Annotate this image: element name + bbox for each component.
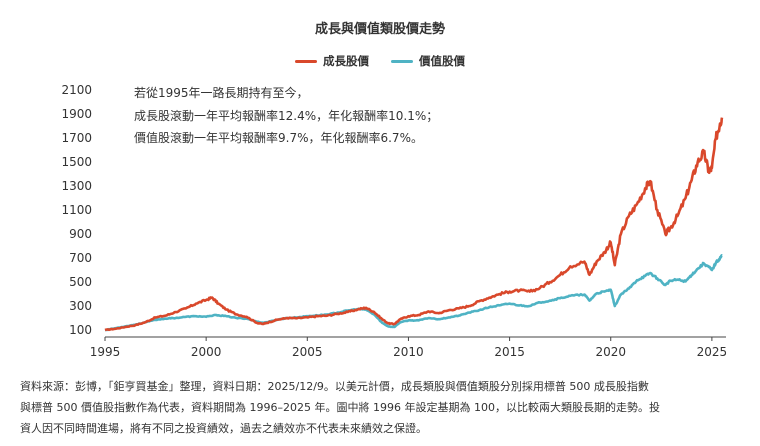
annotation-line-3: 價值股滾動一年平均報酬率9.7%，年化報酬率6.7%。 [134, 131, 423, 145]
series-line-value [104, 254, 723, 332]
y-tick-label-1100: 1100 [61, 203, 92, 217]
legend-swatch-growth [295, 59, 317, 63]
y-tick-label-700: 700 [69, 251, 92, 265]
annotation-line-2: 成長股滾動一年平均報酬率12.4%，年化報酬率10.1%； [134, 108, 439, 123]
chart-legend: 成長股價 價值股價 [0, 53, 760, 69]
x-tick-label-2000: 2000 [191, 345, 222, 359]
footnote-line-2: 與標普 500 價值股指數作為代表，資料期間為 1996–2025 年。圖中將 … [20, 401, 660, 414]
y-axis: 100 300 500 700 900 1100 1300 1500 1700 1900 2100 [61, 83, 92, 337]
y-tick-label-300: 300 [69, 299, 92, 313]
y-tick-label-500: 500 [69, 275, 92, 289]
x-tick-label-2015: 2015 [494, 345, 525, 359]
line-chart: 100300500700900110013001500170019002100 … [61, 83, 728, 359]
legend-swatch-value [391, 59, 413, 63]
x-tick-label-1995: 1995 [90, 345, 121, 359]
x-tick-label-2005: 2005 [292, 345, 323, 359]
legend-label-value: 價值股價 [419, 54, 465, 68]
legend-label-growth: 成長股價 [323, 54, 369, 68]
x-axis: 1995 2000 2005 2010 2015 2020 2025 [90, 336, 728, 359]
y-tick-label-900: 900 [69, 227, 92, 241]
x-tick-label-2010: 2010 [393, 345, 424, 359]
x-tick-label-2025: 2025 [697, 345, 728, 359]
y-tick-label-1500: 1500 [61, 155, 92, 169]
legend-item-value: 價值股價 [391, 53, 465, 69]
x-tick-label-2020: 2020 [595, 345, 626, 359]
chart-annotation: 若從1995年一路長期持有至今， 成長股滾動一年平均報酬率12.4%，年化報酬率… [134, 82, 438, 150]
series-line-growth [104, 117, 724, 332]
footnote-line-3: 資人因不同時間進場，將有不同之投資績效，過去之績效亦不代表未來績效之保證。 [20, 422, 427, 435]
y-tick-label-2100: 2100 [61, 83, 92, 97]
footnote-line-1: 資料來源：彭博，「鉅亨買基金」整理，資料日期：2025/12/9。以美元計價，成… [20, 380, 649, 393]
annotation-line-1: 若從1995年一路長期持有至今， [134, 86, 309, 100]
chart-title: 成長與價值類股價走勢 [314, 22, 445, 37]
legend-item-growth: 成長股價 [295, 53, 369, 69]
series-lines [104, 117, 724, 332]
y-tick-label-1300: 1300 [61, 179, 92, 193]
y-tick-label-1700: 1700 [61, 131, 92, 145]
y-tick-label-100: 100 [69, 323, 92, 337]
y-tick-label-1900: 1900 [61, 107, 92, 121]
source-footnote: 資料來源：彭博，「鉅亨買基金」整理，資料日期：2025/12/9。以美元計價，成… [20, 376, 745, 439]
